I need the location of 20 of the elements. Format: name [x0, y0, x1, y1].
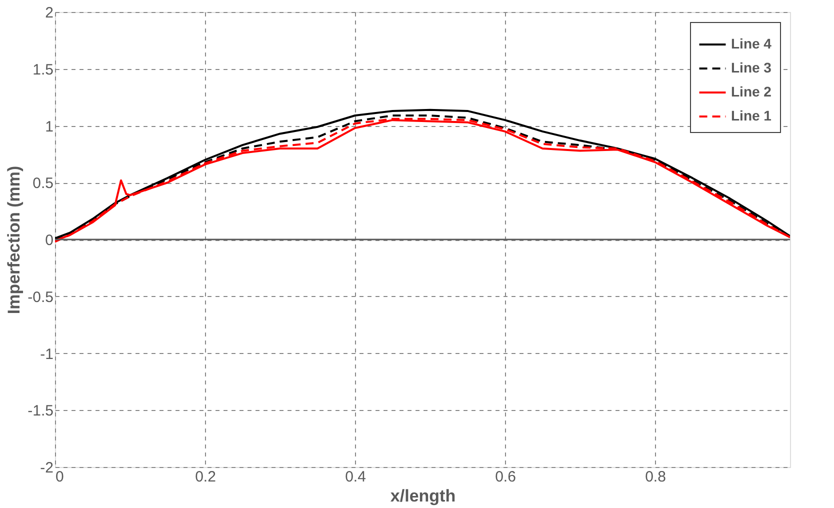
y-tick-label: 2 — [45, 4, 54, 22]
x-tick-label: 0.8 — [645, 468, 666, 486]
y-tick-label: 0.5 — [32, 175, 54, 192]
y-tick-label: -0.5 — [28, 288, 54, 306]
y-tick-label: 0 — [45, 232, 54, 249]
legend-label: Line 2 — [731, 84, 772, 100]
y-tick-label: 1 — [45, 118, 54, 136]
x-tick-label: 0.6 — [495, 468, 516, 486]
y-tick-label: -2 — [40, 460, 54, 476]
y-tick-label: -1 — [40, 346, 54, 363]
x-tick-label: 0 — [56, 468, 64, 486]
y-tick-label: -1.5 — [28, 402, 54, 420]
y-tick-label: 1.5 — [32, 61, 54, 78]
x-axis-title: x/length — [390, 486, 456, 506]
legend-label: Line 4 — [731, 36, 772, 52]
x-tick-label: 0.2 — [195, 468, 216, 486]
legend-label: Line 1 — [731, 108, 772, 124]
legend-label: Line 3 — [731, 60, 772, 76]
y-axis-title: Imperfection (mm) — [4, 166, 24, 314]
x-tick-label: 0.4 — [345, 468, 366, 486]
